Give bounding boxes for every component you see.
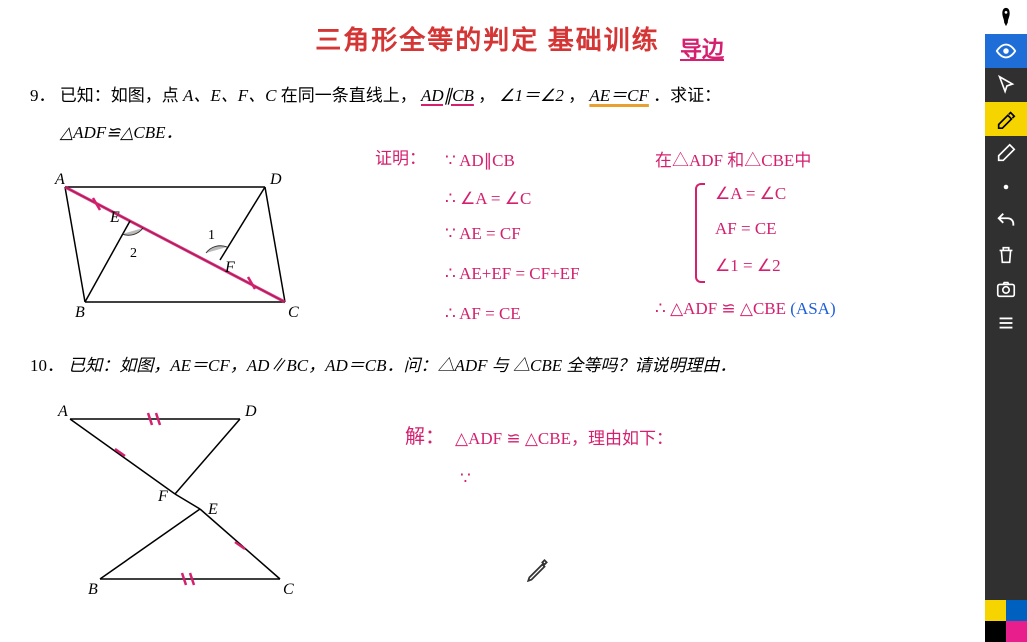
- problem-10-text: 10． 已知：如图，AE＝CF，AD∥BC，AD＝CB．问：△ADF 与 △CB…: [30, 347, 945, 384]
- tool-highlighter[interactable]: [985, 102, 1027, 136]
- tool-eraser[interactable]: [985, 136, 1027, 170]
- p9-proof-l0: ∵ AD∥CB: [445, 147, 515, 176]
- p9-t3: ．求证：: [653, 86, 721, 105]
- svg-text:D: D: [244, 403, 257, 420]
- tool-camera[interactable]: [985, 272, 1027, 306]
- swatch-yellow[interactable]: [985, 600, 1006, 621]
- swatch-blue[interactable]: [1006, 600, 1027, 621]
- problem-9-num: 9．: [30, 86, 56, 105]
- p9-proof-l1: ∴ ∠A = ∠C: [445, 185, 531, 214]
- p9-s1: ，: [478, 86, 495, 105]
- svg-text:1: 1: [208, 228, 215, 243]
- pencil-cursor-icon: [525, 558, 551, 589]
- swatch-black[interactable]: [985, 621, 1006, 642]
- p10-sol-line: △ADF ≌ △CBE，理由如下：: [455, 425, 673, 454]
- svg-text:F: F: [157, 488, 168, 505]
- p9-bracket: [695, 183, 705, 283]
- p9-points: A、E、F、C: [183, 86, 277, 105]
- svg-text:E: E: [207, 501, 218, 518]
- p9-s2: ，: [568, 86, 585, 105]
- p9-proof-l3: ∴ AE+EF = CF+EF: [445, 260, 580, 289]
- corner-note: 导边: [680, 32, 724, 64]
- p10-sol-line2: ∵: [460, 465, 471, 494]
- p9-proof-label: 证明：: [375, 145, 426, 174]
- svg-text:A: A: [54, 171, 65, 188]
- svg-text:2: 2: [130, 246, 137, 261]
- svg-text:E: E: [109, 209, 120, 226]
- tool-pen[interactable]: [985, 0, 1027, 34]
- tool-undo[interactable]: [985, 204, 1027, 238]
- p10-sol-label: 解：: [405, 420, 445, 454]
- svg-text:A: A: [57, 403, 68, 420]
- svg-text:C: C: [288, 304, 299, 321]
- tool-list[interactable]: [985, 306, 1027, 340]
- p9-proof-rb1: AF = CE: [715, 215, 777, 244]
- page-title: 三角形全等的判定 基础训练: [30, 20, 945, 57]
- tool-eye[interactable]: [985, 34, 1027, 68]
- p9-proof-l2: ∵ AE = CF: [445, 220, 521, 249]
- problem-10: 10． 已知：如图，AE＝CF，AD∥BC，AD＝CB．问：△ADF 与 △CB…: [30, 347, 945, 604]
- p9-t1: 已知：如图，点: [60, 86, 183, 105]
- p9-conclusion: △ADF≌△CBE．: [60, 123, 183, 142]
- p9-cond2: ∠1＝∠2: [499, 86, 563, 105]
- p9-proof-l4: ∴ AF = CE: [445, 300, 521, 329]
- tool-trash[interactable]: [985, 238, 1027, 272]
- svg-text:F: F: [224, 259, 235, 276]
- color-swatches: [985, 600, 1027, 642]
- p9-cond1: AD∥CB: [421, 86, 474, 105]
- problem-9-text: 9． 已知：如图，点 A、E、F、C 在同一条直线上， AD∥CB ， ∠1＝∠…: [30, 77, 945, 152]
- p9-t2: 在同一条直线上，: [281, 86, 417, 105]
- p9-proof-reason: (ASA): [790, 299, 835, 318]
- p9-proof-rh: 在△ADF 和△CBE中: [655, 147, 811, 176]
- problem-9-diagram: A D B C E F 1 2: [30, 162, 310, 322]
- tool-dot[interactable]: [985, 170, 1027, 204]
- tool-arrow[interactable]: [985, 68, 1027, 102]
- toolbar: [985, 0, 1027, 642]
- svg-text:B: B: [88, 581, 98, 598]
- svg-text:C: C: [283, 581, 294, 598]
- p10-text: 已知：如图，AE＝CF，AD∥BC，AD＝CB．问：△ADF 与 △CBE 全等…: [68, 356, 736, 375]
- swatch-pink[interactable]: [1006, 621, 1027, 642]
- p9-proof-rc: ∴ △ADF ≌ △CBE (ASA): [655, 295, 836, 324]
- p9-proof-rb0: ∠A = ∠C: [715, 180, 786, 209]
- p9-cond3: AE＝CF: [589, 86, 649, 105]
- svg-text:B: B: [75, 304, 85, 321]
- svg-text:D: D: [269, 171, 282, 188]
- p9-proof-rc-text: ∴ △ADF ≌ △CBE: [655, 299, 786, 318]
- p10-num: 10．: [30, 356, 64, 375]
- p9-proof-rb2: ∠1 = ∠2: [715, 252, 781, 281]
